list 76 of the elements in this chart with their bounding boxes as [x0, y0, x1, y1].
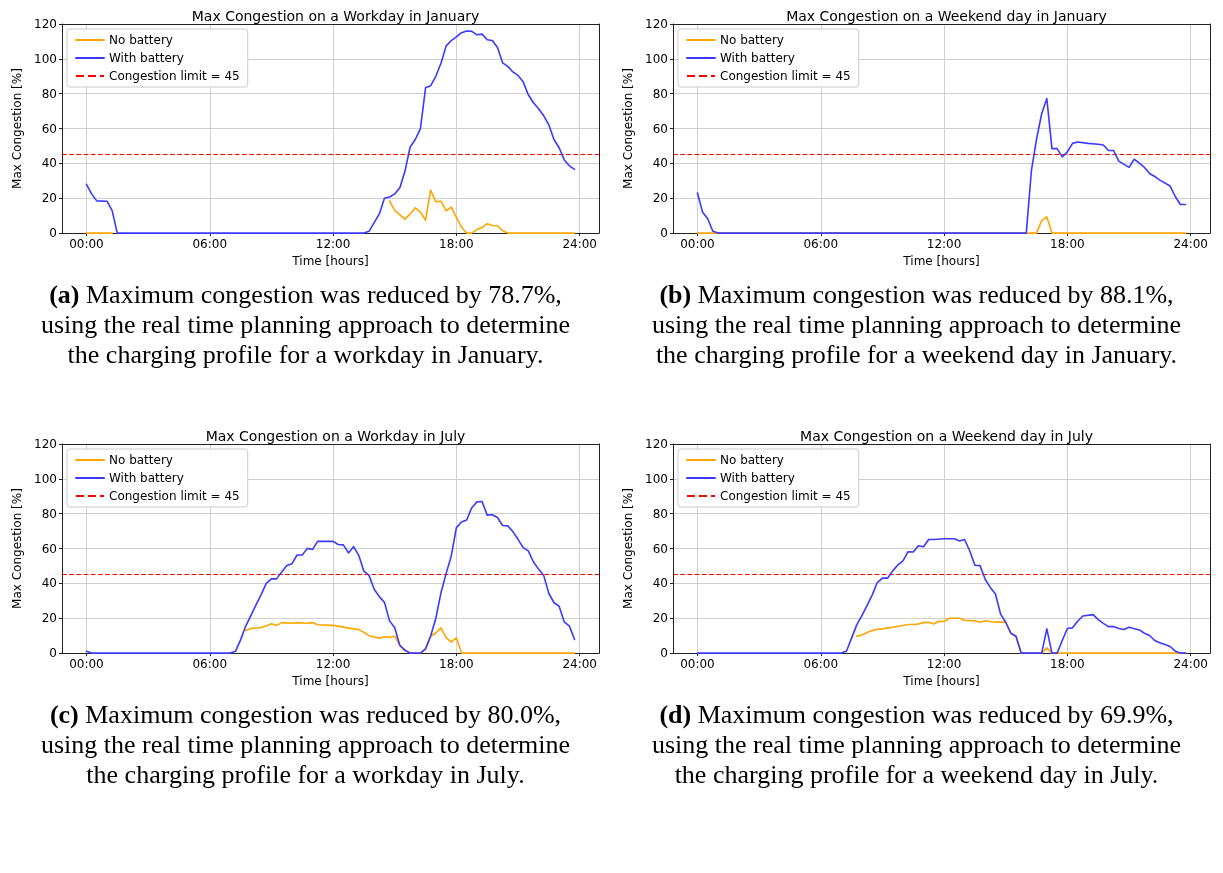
x-axis-title: Time [hours]	[291, 674, 369, 688]
x-axis-title: Time [hours]	[291, 254, 369, 268]
y-tick-label: 40	[41, 576, 57, 591]
y-tick-label: 20	[652, 191, 668, 206]
x-tick-label: 06:00	[192, 237, 228, 252]
y-tick-label: 0	[49, 646, 57, 661]
text: (d) Maximum congestion was reduced by 69.9%, using the real time planning approach to determine the charging profile for a weekend day in July.	[651, 700, 1182, 789]
y-tick-label: 80	[652, 86, 668, 101]
x-tick-label: 24:00	[1173, 657, 1208, 672]
legend-label: Congestion limit = 45	[720, 489, 851, 503]
y-tick-label: 20	[41, 611, 57, 626]
x-tick-label: 06:00	[803, 657, 839, 672]
x-tick-label: 12:00	[926, 657, 962, 672]
legend-label: No battery	[720, 453, 784, 467]
legend-label: Congestion limit = 45	[109, 489, 240, 503]
legend-label: No battery	[720, 33, 784, 47]
chart-title: Max Congestion on a Weekend day in January	[786, 8, 1107, 24]
y-tick-label: 60	[652, 541, 668, 556]
legend-label: Congestion limit = 45	[720, 69, 851, 83]
y-tick-label: 100	[34, 471, 57, 486]
y-tick-label: 0	[660, 646, 668, 661]
y-tick-label: 120	[34, 17, 57, 31]
x-tick-label: 12:00	[315, 237, 351, 252]
x-axis-title: Time [hours]	[902, 674, 980, 688]
y-tick-label: 80	[41, 86, 57, 101]
text: (b) Maximum congestion was reduced by 88.1%, using the real time planning approach to determine the charging profile for a weekend day in January.	[651, 280, 1182, 369]
x-tick-label: 18:00	[439, 237, 474, 252]
x-tick-label: 00:00	[69, 657, 104, 672]
y-tick-label: 40	[41, 156, 57, 171]
x-axis-title: Time [hours]	[902, 254, 980, 268]
y-tick-label: 100	[645, 51, 668, 66]
x-tick-label: 00:00	[680, 657, 715, 672]
y-tick-label: 100	[645, 471, 668, 486]
legend-label: No battery	[109, 453, 173, 467]
text: (a) Maximum congestion was reduced by 78.7%, using the real time planning approach to determine the charging profile for a workday in January.	[40, 280, 571, 369]
y-tick-label: 20	[41, 191, 57, 206]
y-tick-label: 0	[660, 226, 668, 241]
x-tick-label: 00:00	[680, 237, 715, 252]
legend-label: With battery	[109, 51, 184, 65]
x-tick-label: 00:00	[69, 237, 104, 252]
legend-label: With battery	[109, 471, 184, 485]
x-tick-label: 18:00	[1050, 237, 1085, 252]
y-tick-label: 60	[652, 121, 668, 136]
y-tick-label: 60	[41, 541, 57, 556]
x-tick-label: 06:00	[803, 237, 839, 252]
y-tick-label: 80	[41, 506, 57, 521]
y-axis-title: Max Congestion [%]	[621, 488, 636, 609]
legend-label: With battery	[720, 51, 795, 65]
chart-title: Max Congestion on a Workday in January	[191, 8, 480, 24]
x-tick-label: 12:00	[315, 657, 351, 672]
y-tick-label: 60	[41, 121, 57, 136]
y-tick-label: 40	[652, 576, 668, 591]
y-tick-label: 120	[645, 437, 668, 451]
y-axis-title: Max Congestion [%]	[10, 68, 25, 189]
chart-title: Max Congestion on a Workday in July	[205, 428, 466, 444]
x-tick-label: 18:00	[439, 657, 474, 672]
y-tick-label: 40	[652, 156, 668, 171]
y-tick-label: 120	[34, 437, 57, 451]
legend-label: With battery	[720, 471, 795, 485]
chart-title: Max Congestion on a Weekend day in July	[800, 428, 1093, 444]
y-tick-label: 100	[34, 51, 57, 66]
text: (c) Maximum congestion was reduced by 80.0%, using the real time planning approach to determine the charging profile for a workday in July.	[40, 700, 571, 789]
x-tick-label: 24:00	[562, 237, 597, 252]
y-tick-label: 0	[49, 226, 57, 241]
x-tick-label: 06:00	[192, 657, 228, 672]
legend-label: Congestion limit = 45	[109, 69, 240, 83]
y-axis-title: Max Congestion [%]	[10, 488, 25, 609]
y-tick-label: 20	[652, 611, 668, 626]
x-tick-label: 24:00	[1173, 237, 1208, 252]
y-tick-label: 80	[652, 506, 668, 521]
legend-label: No battery	[109, 33, 173, 47]
x-tick-label: 18:00	[1050, 657, 1085, 672]
x-tick-label: 12:00	[926, 237, 962, 252]
y-tick-label: 120	[645, 17, 668, 31]
y-axis-title: Max Congestion [%]	[621, 68, 636, 189]
x-tick-label: 24:00	[562, 657, 597, 672]
